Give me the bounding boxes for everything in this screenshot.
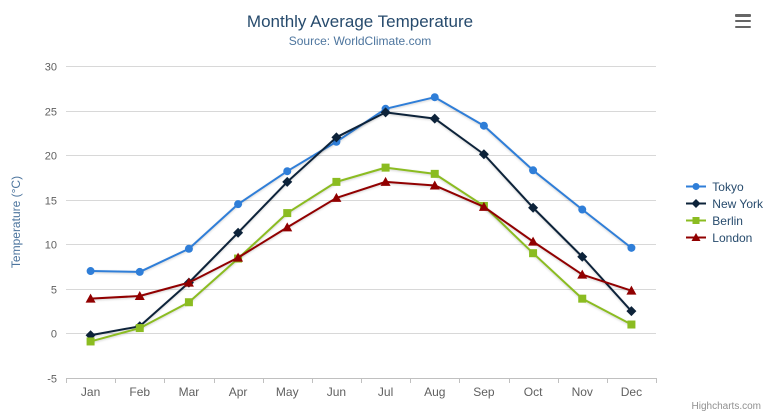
legend-item-berlin[interactable]: Berlin — [685, 212, 763, 229]
legend: Tokyo New York Berlin London — [685, 178, 763, 246]
series-tokyo[interactable] — [86, 93, 636, 276]
series-new-york[interactable] — [85, 107, 637, 341]
svg-text:Jun: Jun — [327, 385, 346, 399]
chart-title: Monthly Average Temperature — [246, 12, 474, 31]
legend-marker-icon-square — [686, 217, 707, 224]
svg-text:Feb: Feb — [129, 385, 150, 399]
svg-text:Sep: Sep — [473, 385, 495, 399]
gridlines — [66, 66, 656, 379]
legend-marker-icon-triangle — [686, 233, 707, 241]
svg-text:10: 10 — [45, 240, 57, 252]
svg-text:Jan: Jan — [81, 385, 100, 399]
svg-text:25: 25 — [45, 107, 57, 119]
svg-text:Oct: Oct — [524, 385, 543, 399]
svg-text:Aug: Aug — [424, 385, 445, 399]
y-axis-title: Temperature (°C) — [9, 176, 23, 268]
context-menu-button[interactable] — [735, 14, 753, 28]
legend-item-tokyo[interactable]: Tokyo — [685, 178, 763, 195]
chart-subtitle: Source: WorldClimate.com — [288, 34, 432, 48]
svg-text:Apr: Apr — [229, 385, 248, 399]
legend-item-london[interactable]: London — [685, 229, 763, 246]
legend-item-label: New York — [712, 196, 763, 211]
svg-text:30: 30 — [45, 62, 57, 74]
svg-text:Dec: Dec — [621, 385, 642, 399]
x-axis: Jan Feb Mar Apr May Jun Jul Aug Sep Oct Nov Dec — [66, 378, 657, 399]
svg-text:20: 20 — [45, 151, 57, 163]
series-london[interactable] — [85, 176, 637, 303]
svg-text:Jul: Jul — [378, 385, 393, 399]
legend-item-label: Berlin — [712, 213, 743, 228]
svg-text:15: 15 — [45, 196, 57, 208]
svg-text:5: 5 — [51, 285, 57, 297]
svg-text:-5: -5 — [47, 374, 57, 386]
legend-item-label: Tokyo — [712, 179, 744, 194]
hamburger-icon — [735, 25, 751, 28]
svg-text:0: 0 — [51, 329, 57, 341]
hamburger-icon — [735, 14, 751, 17]
y-axis-labels: -5 0 5 10 15 20 25 30 — [45, 62, 57, 386]
legend-marker-icon-circle — [686, 183, 707, 190]
hamburger-icon — [735, 19, 751, 23]
credits-link[interactable]: Highcharts.com — [691, 401, 761, 412]
svg-text:Mar: Mar — [179, 385, 200, 399]
legend-item-label: London — [712, 230, 753, 245]
legend-marker-icon-diamond — [686, 199, 707, 208]
legend-item-new-york[interactable]: New York — [685, 195, 763, 212]
svg-text:Nov: Nov — [572, 385, 593, 399]
svg-text:May: May — [276, 385, 299, 399]
